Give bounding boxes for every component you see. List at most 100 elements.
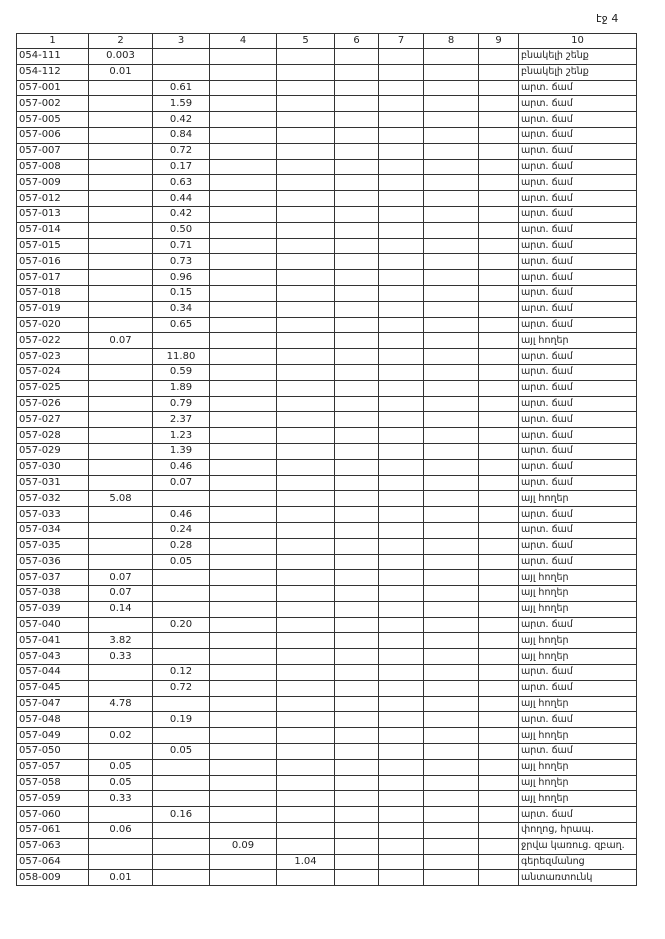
table-row: 057-019 0.34 արտ. ճամ [16,300,637,318]
empty-cell [276,284,335,302]
empty-cell [276,585,335,602]
empty-cell [334,837,379,855]
table-cell: 057-014 [16,221,89,239]
empty-cell [209,205,277,223]
empty-cell [378,679,424,697]
empty-cell [478,284,519,302]
empty-cell [209,348,277,365]
empty-cell [88,806,153,824]
empty-cell [334,158,379,176]
table-cell: 057-024 [16,363,89,381]
empty-cell [478,600,519,618]
table-row: 057-032 5.08 այլ հողեր [16,490,637,508]
empty-cell [334,600,379,618]
empty-cell [378,837,424,855]
empty-cell [378,411,424,429]
empty-cell [378,616,424,634]
empty-cell [276,300,335,318]
empty-cell [276,758,335,776]
empty-cell [88,300,153,318]
empty-cell [423,553,479,571]
table-row: 057-025 1.89 արտ. ճամ [16,379,637,397]
table-cell: այլ հողեր [518,332,637,350]
empty-cell [423,600,479,618]
empty-cell [378,490,424,508]
empty-cell [209,190,277,207]
empty-cell [334,743,379,760]
empty-cell [334,95,379,113]
table-cell: 057-037 [16,569,89,587]
empty-cell [423,126,479,144]
empty-cell [88,427,153,444]
table-cell: 057-008 [16,158,89,176]
empty-cell [478,411,519,429]
empty-cell [378,600,424,618]
table-row: 057-023 11.80 արտ. ճամ [16,348,637,365]
empty-cell [88,221,153,239]
empty-cell [152,600,210,618]
empty-cell [209,269,277,286]
empty-cell [152,48,210,65]
table-cell: 5.08 [88,490,153,508]
empty-cell [378,111,424,128]
empty-cell [478,237,519,255]
empty-cell [88,458,153,476]
table-cell: 057-027 [16,411,89,429]
empty-cell [209,237,277,255]
table-cell: 0.71 [152,237,210,255]
empty-cell [478,63,519,81]
empty-cell [276,205,335,223]
table-cell: 0.01 [88,869,153,887]
empty-cell [378,95,424,113]
empty-cell [334,284,379,302]
empty-cell [478,616,519,634]
table-row: 057-031 0.07 արտ. ճամ [16,474,637,492]
table-cell: 057-064 [16,853,89,871]
empty-cell [478,822,519,839]
empty-cell [378,853,424,871]
empty-cell [152,63,210,81]
empty-cell [334,790,379,808]
table-cell: արտ. ճամ [518,427,637,444]
table-cell: 057-023 [16,348,89,365]
table-cell: արտ. ճամ [518,379,637,397]
empty-cell [478,806,519,824]
empty-cell [334,758,379,776]
empty-cell [478,253,519,271]
table-cell: 0.24 [152,521,210,539]
empty-cell [334,442,379,460]
empty-cell [88,853,153,871]
table-cell: այլ հողեր [518,758,637,776]
table-cell: 057-058 [16,774,89,792]
empty-cell [334,774,379,792]
empty-cell [334,111,379,128]
empty-cell [423,284,479,302]
empty-cell [378,442,424,460]
empty-cell [478,79,519,97]
column-header: 10 [518,33,637,49]
table-cell: 0.46 [152,458,210,476]
empty-cell [423,190,479,207]
table-cell: 0.59 [152,363,210,381]
table-row: 057-013 0.42 արտ. ճամ [16,205,637,223]
table-cell: 057-020 [16,316,89,334]
empty-cell [88,363,153,381]
empty-cell [378,695,424,713]
table-cell: արտ. ճամ [518,300,637,318]
empty-cell [276,869,335,887]
empty-cell [152,790,210,808]
page-label: էջ 4 [596,12,619,25]
table-cell: այլ հողեր [518,774,637,792]
empty-cell [378,253,424,271]
empty-cell [478,648,519,666]
empty-cell [423,427,479,444]
empty-cell [276,174,335,192]
table-cell: 0.003 [88,48,153,65]
empty-cell [276,221,335,239]
empty-cell [423,253,479,271]
empty-cell [88,679,153,697]
empty-cell [209,158,277,176]
table-cell: արտ. ճամ [518,616,637,634]
empty-cell [209,616,277,634]
table-row: 057-035 0.28 արտ. ճամ [16,537,637,555]
